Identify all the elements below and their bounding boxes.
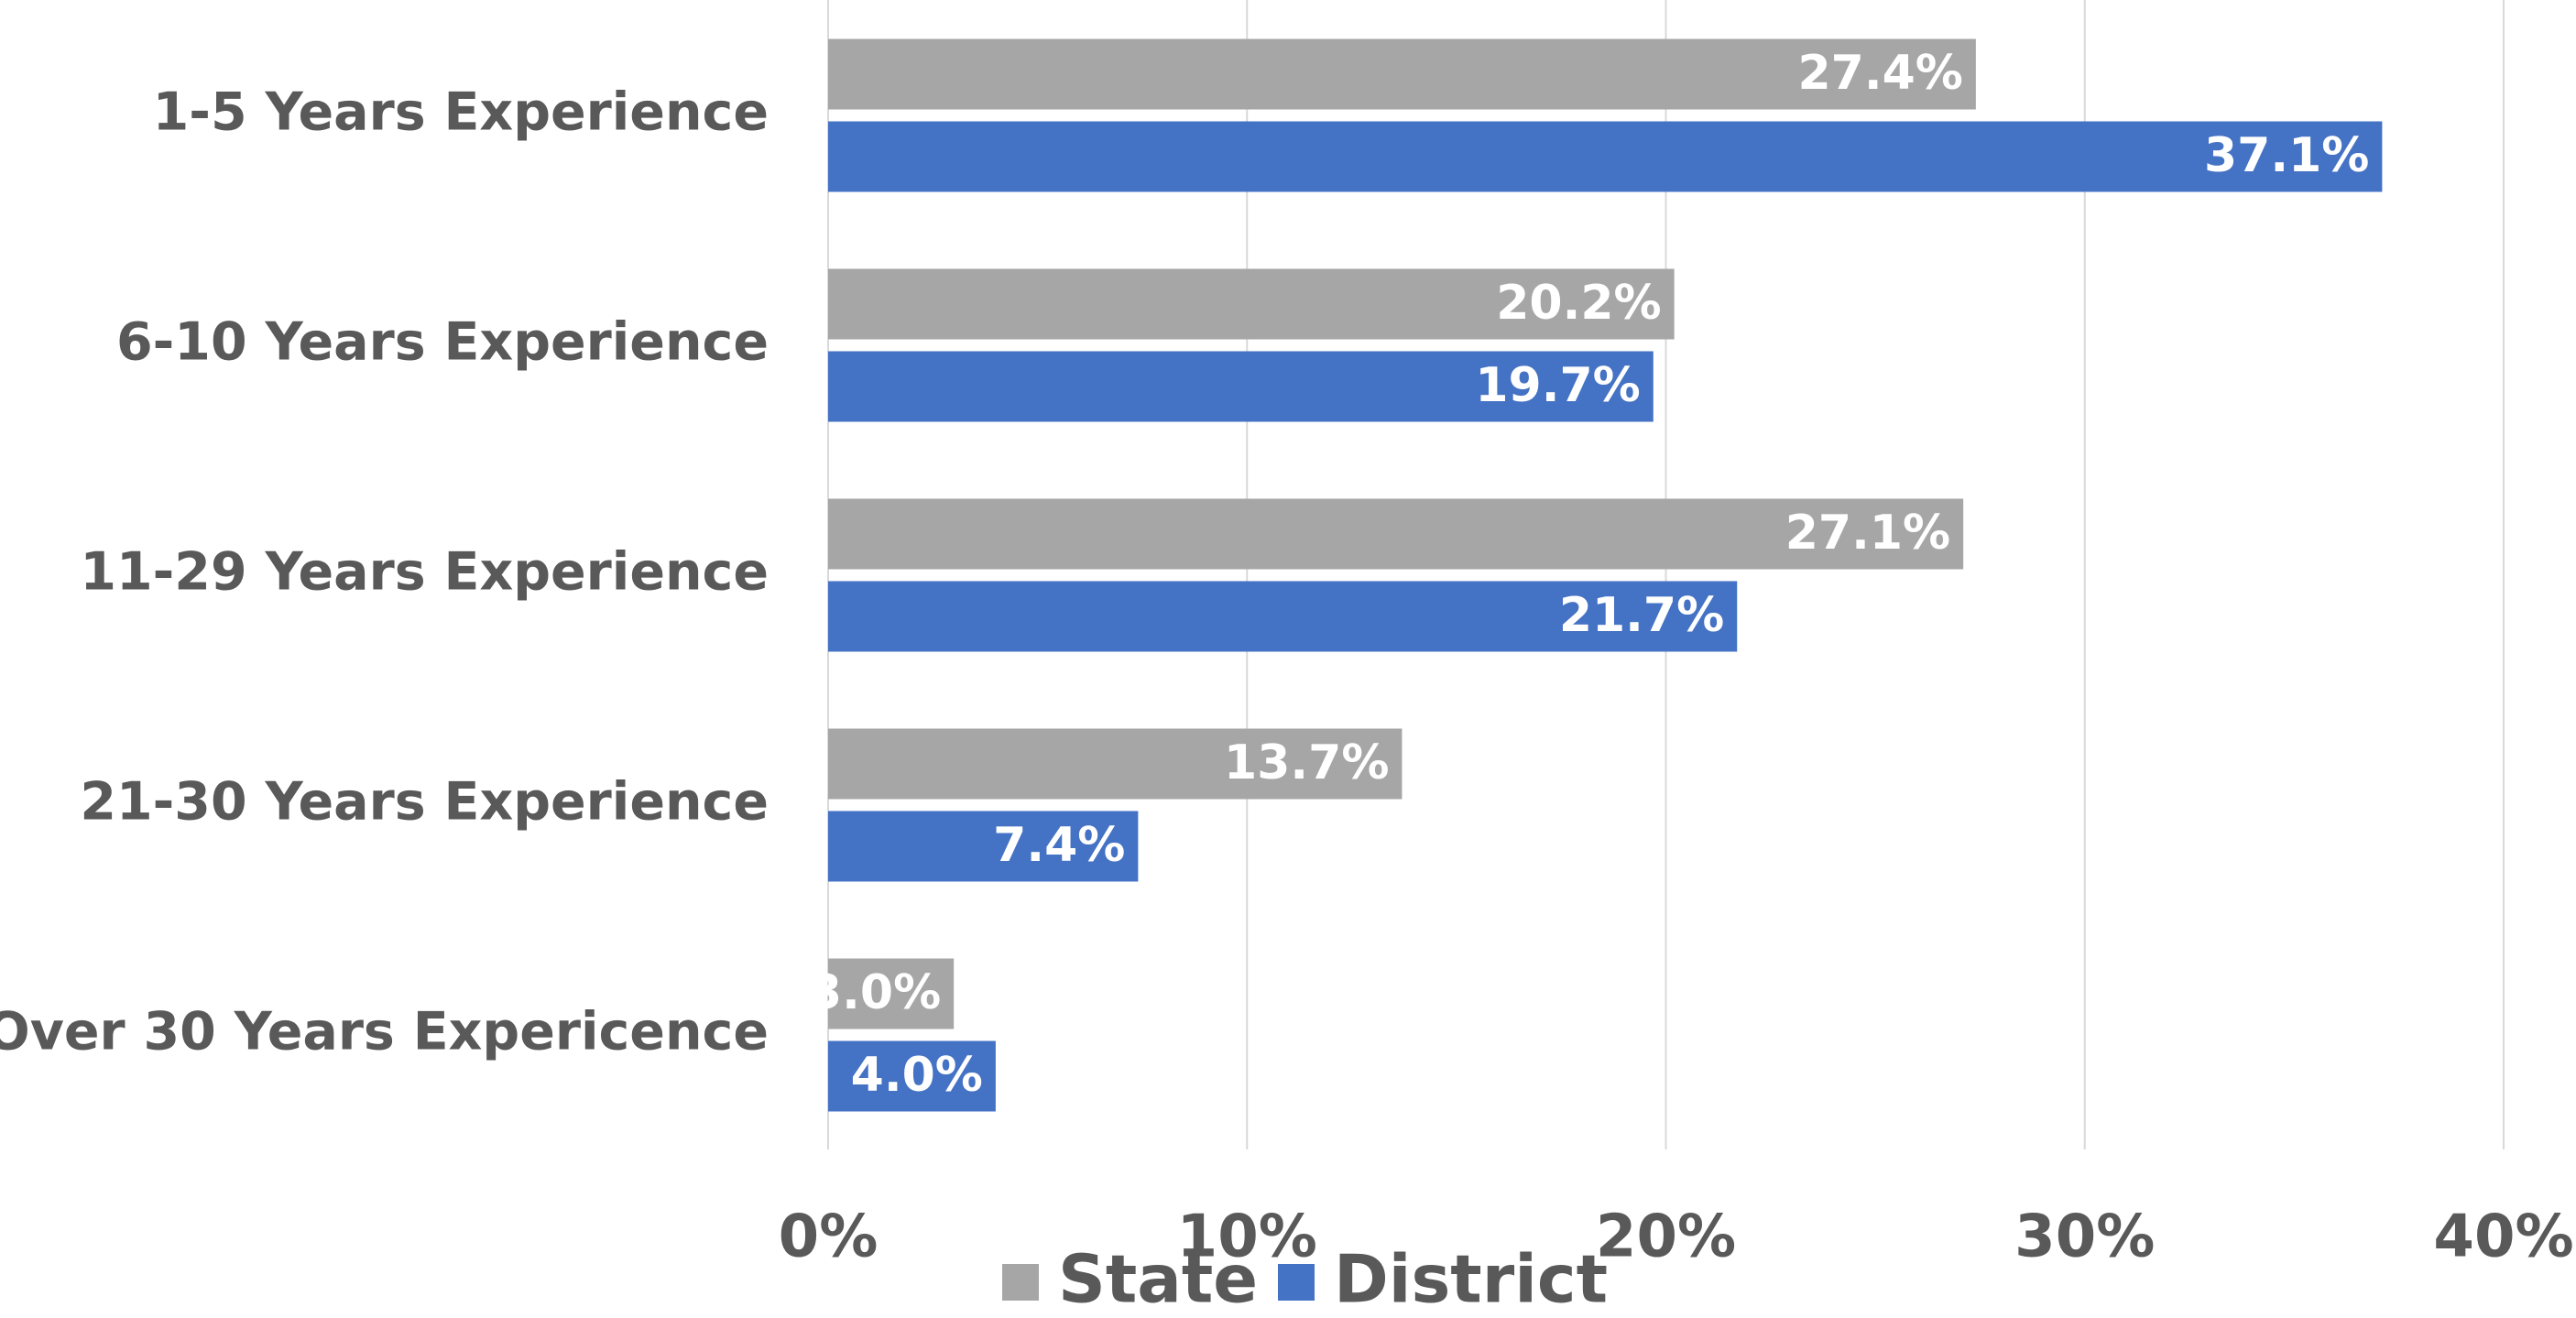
x-tick-label: 10% — [1177, 1204, 1317, 1271]
bar — [828, 38, 1976, 110]
legend-label: District — [1334, 1241, 1608, 1318]
x-tick-label: 40% — [2433, 1204, 2573, 1271]
bar — [828, 268, 1675, 340]
value-label: 27.1% — [1785, 506, 1950, 561]
x-tick-label: 20% — [1596, 1204, 1736, 1271]
category-label: Over 30 Years Expericence — [0, 1002, 769, 1062]
bar — [828, 351, 1654, 422]
category-label: 21-30 Years Experience — [80, 772, 769, 833]
bar — [828, 498, 1964, 570]
value-label: 20.2% — [1496, 276, 1661, 331]
legend-label: State — [1058, 1241, 1258, 1318]
value-label: 37.1% — [2204, 128, 2369, 183]
value-label: 7.4% — [993, 818, 1125, 873]
value-label: 27.4% — [1797, 46, 1962, 101]
value-label: 13.7% — [1224, 735, 1389, 790]
legend-swatch — [1002, 1264, 1039, 1301]
value-label: 21.7% — [1559, 588, 1724, 643]
value-label: 3.0% — [809, 965, 941, 1020]
bar — [828, 958, 955, 1029]
bar — [828, 1040, 996, 1112]
category-label: 6-10 Years Experience — [116, 312, 769, 373]
bar — [828, 121, 2383, 192]
x-tick-label: 0% — [779, 1204, 879, 1271]
legend-swatch — [1278, 1264, 1315, 1301]
bar — [828, 811, 1139, 882]
bar — [828, 581, 1738, 652]
category-label: 1-5 Years Experience — [153, 82, 769, 143]
x-tick-label: 30% — [2014, 1204, 2155, 1271]
category-label: 11-29 Years Experience — [80, 542, 769, 603]
value-label: 4.0% — [851, 1048, 983, 1103]
bar — [828, 728, 1403, 800]
value-label: 19.7% — [1475, 358, 1640, 413]
